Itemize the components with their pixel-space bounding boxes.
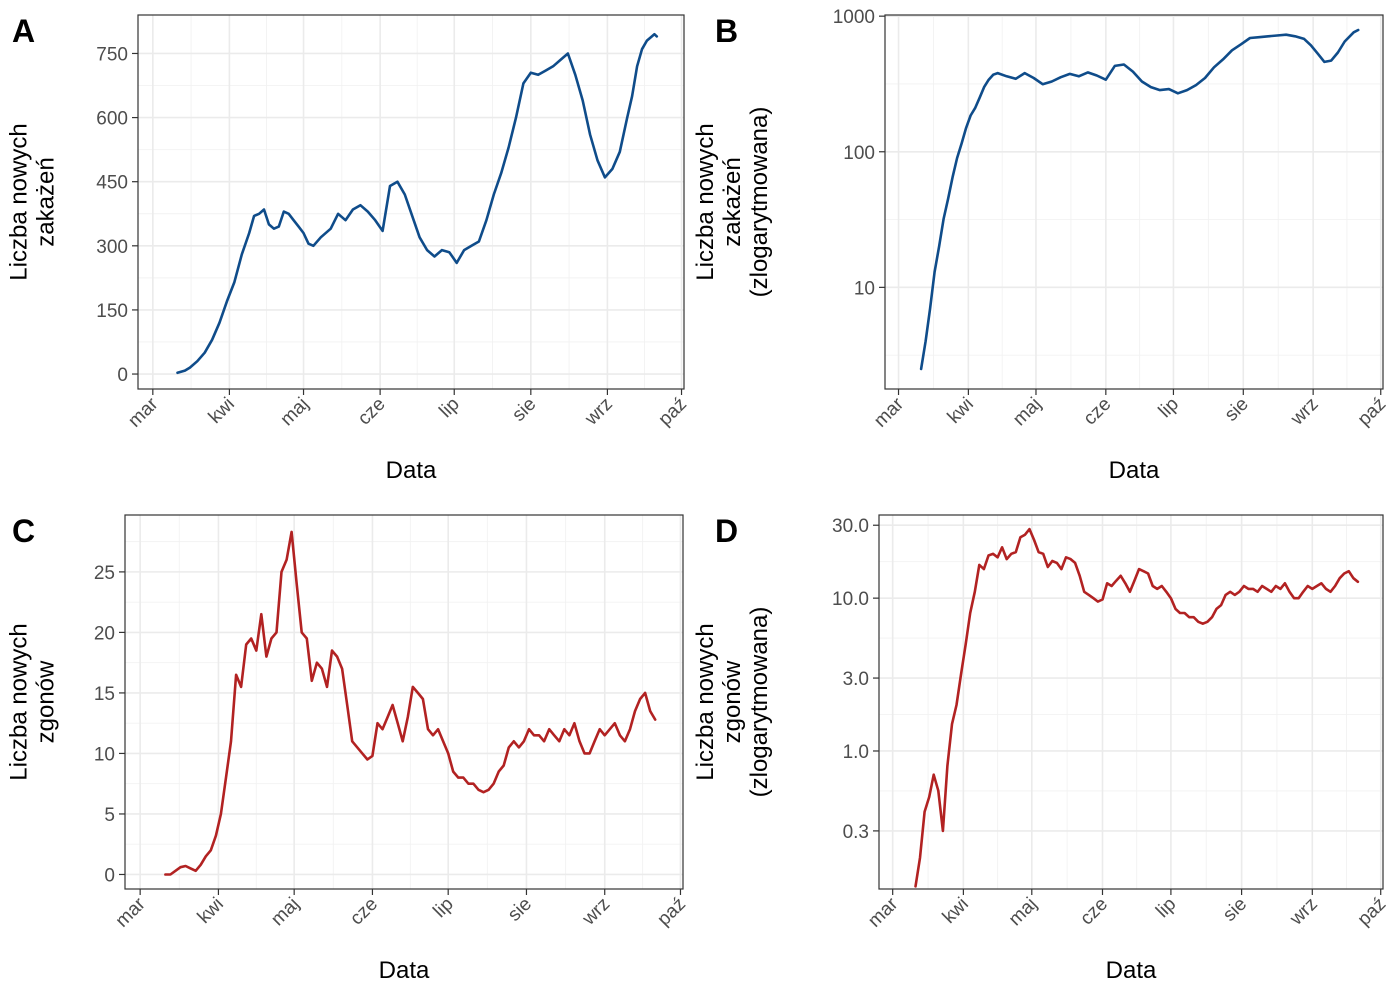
y-axis-title-line: (zlogarytmowana) [746, 107, 773, 298]
x-tick-label: paź [1354, 894, 1391, 931]
y-tick-label: 10.0 [832, 589, 869, 610]
y-axis-title-line: zakażeń [33, 157, 60, 246]
y-tick-label: 20 [94, 623, 115, 644]
x-tick-label: kwi [205, 394, 239, 428]
y-tick-label: 5 [104, 805, 115, 826]
y-axis-title: Liczba nowychzgonów [6, 623, 60, 780]
x-axis-title: Data [386, 457, 437, 484]
y-tick-label: 1.0 [843, 742, 869, 763]
x-axis-title: Data [1106, 957, 1157, 984]
x-tick-label: cze [346, 894, 382, 930]
y-tick-label: 15 [94, 684, 115, 705]
y-axis-title: Liczba nowychzakażeń [6, 123, 60, 280]
panel-tag-a: A [12, 13, 35, 49]
y-tick-label: 0 [104, 865, 115, 886]
y-axis-title: Liczba nowychzakażeń(zlogarytmowana) [692, 107, 773, 298]
y-axis-title: Liczba nowychzgonów(zlogarytmowana) [692, 607, 773, 798]
panel-border [124, 514, 684, 890]
y-axis-title-line: zgonów [719, 660, 746, 743]
x-tick-label: lip [1152, 894, 1180, 922]
x-tick-label: wrz [1286, 394, 1322, 430]
panel-tag-d: D [715, 513, 738, 549]
panel-d: 0.3 1.0 3.0 10.0 30.0 mar kwi maj cze lip sie wrz pa… [692, 513, 1390, 984]
y-tick-label: 25 [94, 563, 115, 584]
panel-tag-b: B [715, 13, 738, 49]
panel-border [884, 14, 1384, 390]
x-tick-label: cze [354, 394, 390, 430]
y-tick-label: 150 [96, 301, 128, 322]
x-tick-label: lip [1155, 394, 1183, 422]
y-axis-title-line: zgonów [33, 660, 60, 743]
x-axis-title: Data [379, 957, 430, 984]
panel-a: 0 150 300 450 600 750 mar kwi maj cze lip sie wrz paź… [6, 13, 692, 484]
series-line [914, 527, 1360, 888]
panel-b: 10 100 1000 mar kwi maj cze lip sie wrz paź Data Lic… [692, 7, 1390, 484]
panel-border [137, 14, 685, 390]
x-tick-label: maj [277, 394, 314, 431]
x-tick-label: paź [653, 894, 690, 931]
y-axis-title-line: (zlogarytmowana) [746, 607, 773, 798]
y-tick-label: 0.3 [843, 822, 869, 843]
y-axis-title-line: Liczba nowych [692, 623, 719, 780]
x-tick-label: mar [870, 393, 908, 431]
y-tick-label: 10 [854, 278, 875, 299]
y-tick-label: 100 [843, 143, 875, 164]
x-tick-label: wrz [580, 394, 616, 430]
x-tick-label: cze [1080, 394, 1116, 430]
y-tick-label: 600 [96, 109, 128, 130]
x-tick-label: sie [508, 394, 540, 426]
plot-background [138, 15, 684, 389]
y-axis-title-line: zakażeń [719, 157, 746, 246]
y-axis-title-line: Liczba nowych [6, 123, 33, 280]
x-tick-label: lip [429, 894, 457, 922]
panel-c: 0 5 10 15 20 25 mar kwi maj cze lip sie wrz paź Data Li… [6, 513, 691, 984]
series-line [176, 32, 659, 375]
x-tick-label: cze [1076, 894, 1112, 930]
y-tick-label: 1000 [833, 7, 875, 28]
y-tick-label: 0 [117, 365, 128, 386]
x-tick-label: kwi [939, 894, 973, 928]
y-tick-label: 450 [96, 173, 128, 194]
panel-tag-c: C [12, 513, 35, 549]
x-tick-label: mar [112, 893, 150, 931]
plot-background [879, 515, 1383, 889]
x-tick-label: wrz [578, 894, 614, 930]
x-tick-label: maj [1009, 394, 1046, 431]
y-tick-label: 30.0 [832, 516, 869, 537]
x-tick-label: maj [1005, 894, 1042, 931]
x-tick-label: mar [124, 393, 162, 431]
series-line [919, 28, 1360, 371]
x-axis-title: Data [1109, 457, 1160, 484]
x-tick-label: maj [267, 894, 304, 931]
x-tick-label: lip [435, 394, 463, 422]
y-axis-title-line: Liczba nowych [6, 623, 33, 780]
x-tick-label: sie [1221, 394, 1253, 426]
x-tick-label: kwi [194, 894, 228, 928]
panel-border [878, 514, 1384, 890]
x-tick-label: paź [1354, 394, 1391, 431]
series-line [164, 530, 657, 876]
x-tick-label: kwi [944, 394, 978, 428]
y-tick-label: 10 [94, 744, 115, 765]
x-tick-label: sie [504, 894, 536, 926]
y-tick-label: 750 [96, 44, 128, 65]
x-tick-label: mar [864, 893, 902, 931]
y-tick-label: 3.0 [843, 669, 869, 690]
y-axis-title-line: Liczba nowych [692, 123, 719, 280]
x-tick-label: wrz [1285, 894, 1321, 930]
x-tick-label: paź [655, 394, 692, 431]
y-tick-label: 300 [96, 237, 128, 258]
x-tick-label: sie [1219, 894, 1251, 926]
